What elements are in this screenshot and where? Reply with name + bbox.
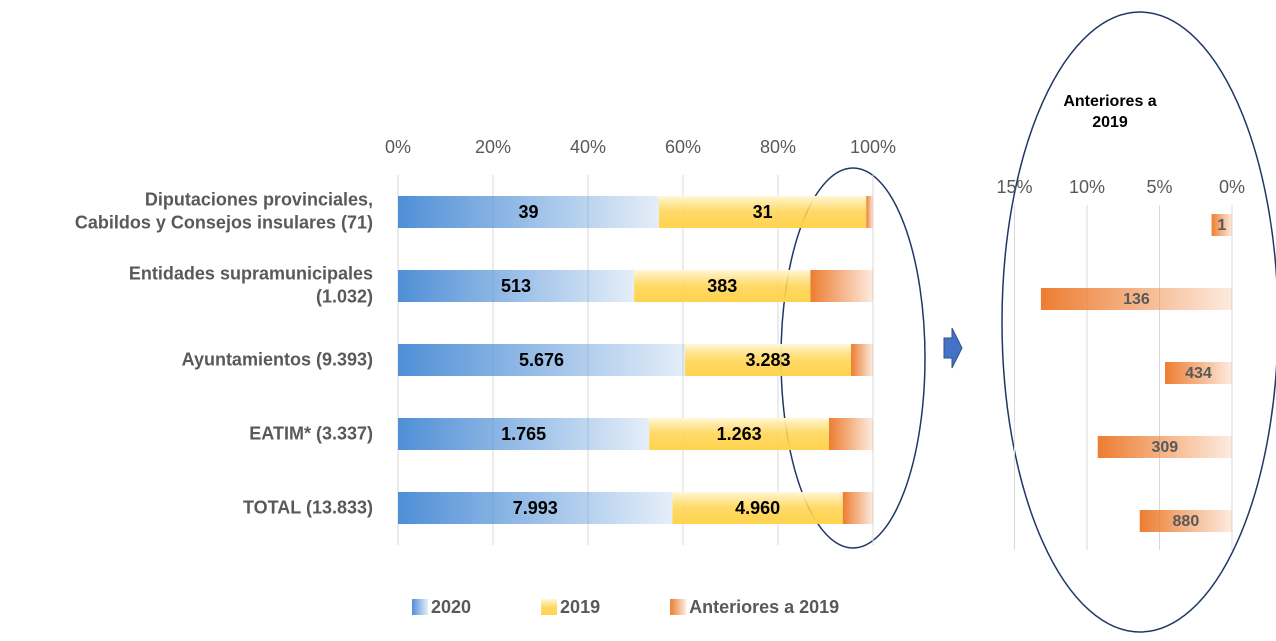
bar-segment <box>398 270 635 302</box>
bar <box>1040 288 1232 310</box>
bar-segment <box>649 418 830 450</box>
x-tick-label: 60% <box>665 137 701 157</box>
x-tick-label: 80% <box>760 137 796 157</box>
legend-swatch <box>541 599 558 615</box>
data-label: 880 <box>1173 513 1200 530</box>
arrow <box>943 327 963 369</box>
bar-segment <box>398 492 673 524</box>
category-label: Diputaciones provinciales, Cabildos y Co… <box>74 189 373 233</box>
x-tick-label: 5% <box>1146 177 1172 197</box>
bar-segment <box>810 270 873 302</box>
x-tick-label: 0% <box>1219 177 1245 197</box>
legend-label: Anteriores a 2019 <box>689 597 839 617</box>
bar-segment <box>672 492 843 524</box>
data-label: 513 <box>501 276 531 296</box>
bar-segment <box>685 344 852 376</box>
legend-label: 2020 <box>431 597 471 617</box>
bar-segment <box>658 196 867 228</box>
category-label: Entidades supramunicipales (1.032) <box>128 263 373 307</box>
data-label: 31 <box>753 202 773 222</box>
data-label: 309 <box>1152 439 1179 456</box>
data-label: 3.283 <box>746 350 791 370</box>
bar <box>1211 214 1232 236</box>
x-tick-label: 20% <box>475 137 511 157</box>
bar-segment <box>398 344 686 376</box>
legend-swatch <box>670 599 687 615</box>
bar <box>1139 510 1232 532</box>
legend-label: 2019 <box>560 597 600 617</box>
data-label: 383 <box>707 276 737 296</box>
bar <box>1097 436 1232 458</box>
data-label: 1 <box>1217 217 1226 234</box>
bar <box>1165 362 1232 384</box>
category-label: Ayuntamientos (9.393) <box>181 349 373 370</box>
data-label: 1.765 <box>501 424 546 444</box>
category-label: TOTAL (13.833) <box>242 497 373 518</box>
data-label: 4.960 <box>735 498 780 518</box>
legend-swatch <box>412 599 428 615</box>
data-label: 434 <box>1185 365 1212 382</box>
x-tick-label: 10% <box>1069 177 1105 197</box>
x-tick-label: 15% <box>996 177 1032 197</box>
bar-segment <box>842 492 873 524</box>
bar-segment <box>398 418 650 450</box>
category-label: EATIM* (3.337) <box>249 423 373 444</box>
bar-segment <box>866 196 873 228</box>
data-label: 136 <box>1123 291 1150 308</box>
bar-segment <box>829 418 873 450</box>
data-label: 1.263 <box>717 424 762 444</box>
x-tick-label: 0% <box>385 137 411 157</box>
data-label: 5.676 <box>519 350 564 370</box>
x-tick-label: 40% <box>570 137 606 157</box>
data-label: 39 <box>518 202 538 222</box>
zoom-ellipse <box>1001 11 1276 633</box>
x-tick-label: 100% <box>850 137 896 157</box>
inset-title: Anteriores a 2019 <box>1063 93 1157 131</box>
bar-segment <box>398 196 659 228</box>
bar-segment <box>851 344 873 376</box>
data-label: 7.993 <box>513 498 558 518</box>
bar-segment <box>634 270 811 302</box>
